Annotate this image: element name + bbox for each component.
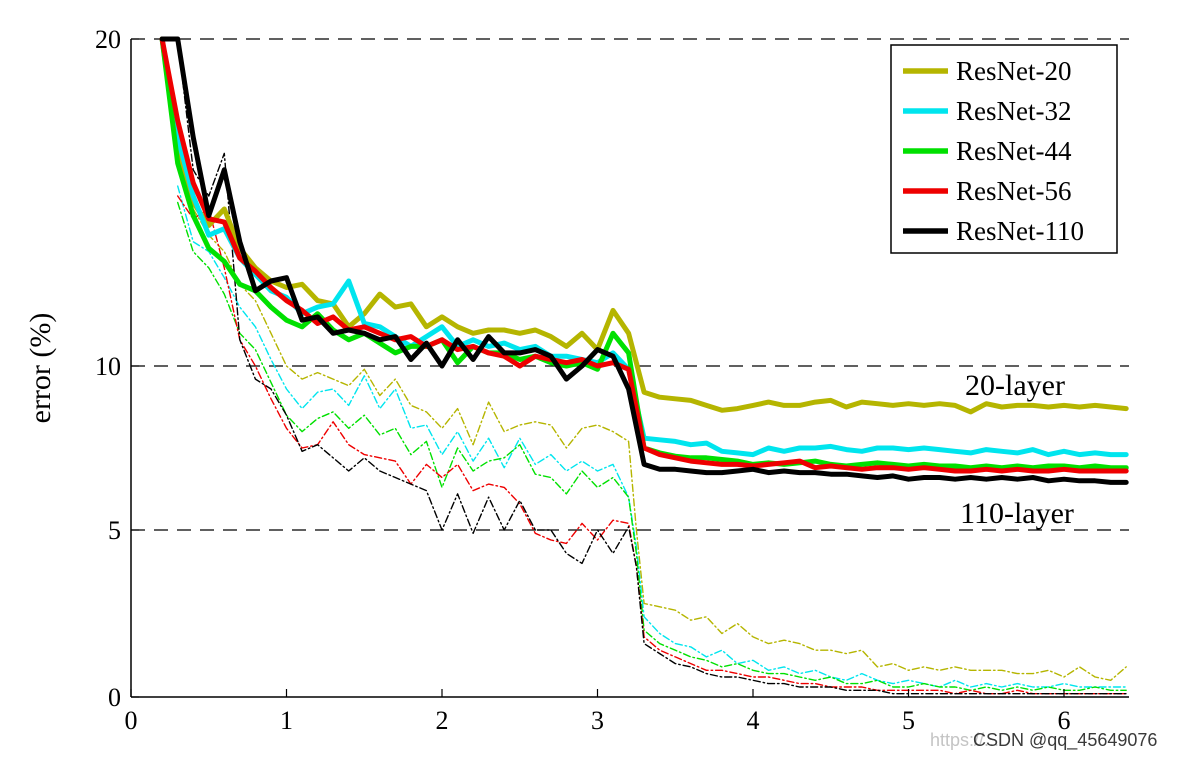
series-line-resnet-110-train <box>176 38 1127 695</box>
annotations: 20-layer 110-layer <box>960 369 1074 530</box>
series-line-resnet-44-train <box>176 201 1127 691</box>
y-axis-label: error (%) <box>24 313 57 424</box>
x-tick-label: 6 <box>1058 706 1071 735</box>
x-tick-label: 0 <box>125 706 138 735</box>
x-tick-label: 2 <box>436 706 449 735</box>
legend-label: ResNet-44 <box>956 136 1072 166</box>
axes <box>130 39 1129 698</box>
series-line-resnet-110 <box>159 36 1129 485</box>
gridlines <box>131 38 1129 531</box>
annotation-label: 110-layer <box>960 497 1074 530</box>
legend-label: ResNet-32 <box>956 96 1071 126</box>
series-layer <box>159 36 1129 695</box>
series-line-resnet-20 <box>159 36 1129 415</box>
x-tick-label: 1 <box>280 706 293 735</box>
series-line-resnet-20-train <box>176 152 1127 681</box>
annotation-label: 20-layer <box>965 369 1065 402</box>
x-tick-label: 3 <box>591 706 604 735</box>
y-ticks: 0 5 10 20 <box>95 25 139 712</box>
x-tick-label: 5 <box>902 706 915 735</box>
legend: ResNet-20 ResNet-32 ResNet-44 ResNet-56 ResN… <box>890 44 1118 254</box>
y-tick-label: 20 <box>95 25 121 54</box>
y-tick-label: 10 <box>95 352 121 381</box>
legend-label: ResNet-20 <box>956 56 1071 86</box>
y-tick-label: 0 <box>108 683 121 712</box>
watermark-faint: https://... <box>930 730 999 750</box>
x-tick-label: 4 <box>747 706 760 735</box>
watermark-text: CSDN @qq_45649076 <box>973 730 1157 751</box>
series-line-resnet-32-train <box>176 185 1127 688</box>
legend-label: ResNet-110 <box>956 216 1084 246</box>
x-ticks: 0 1 2 3 4 5 6 <box>125 689 1071 735</box>
y-tick-label: 5 <box>108 516 121 545</box>
legend-label: ResNet-56 <box>956 176 1071 206</box>
